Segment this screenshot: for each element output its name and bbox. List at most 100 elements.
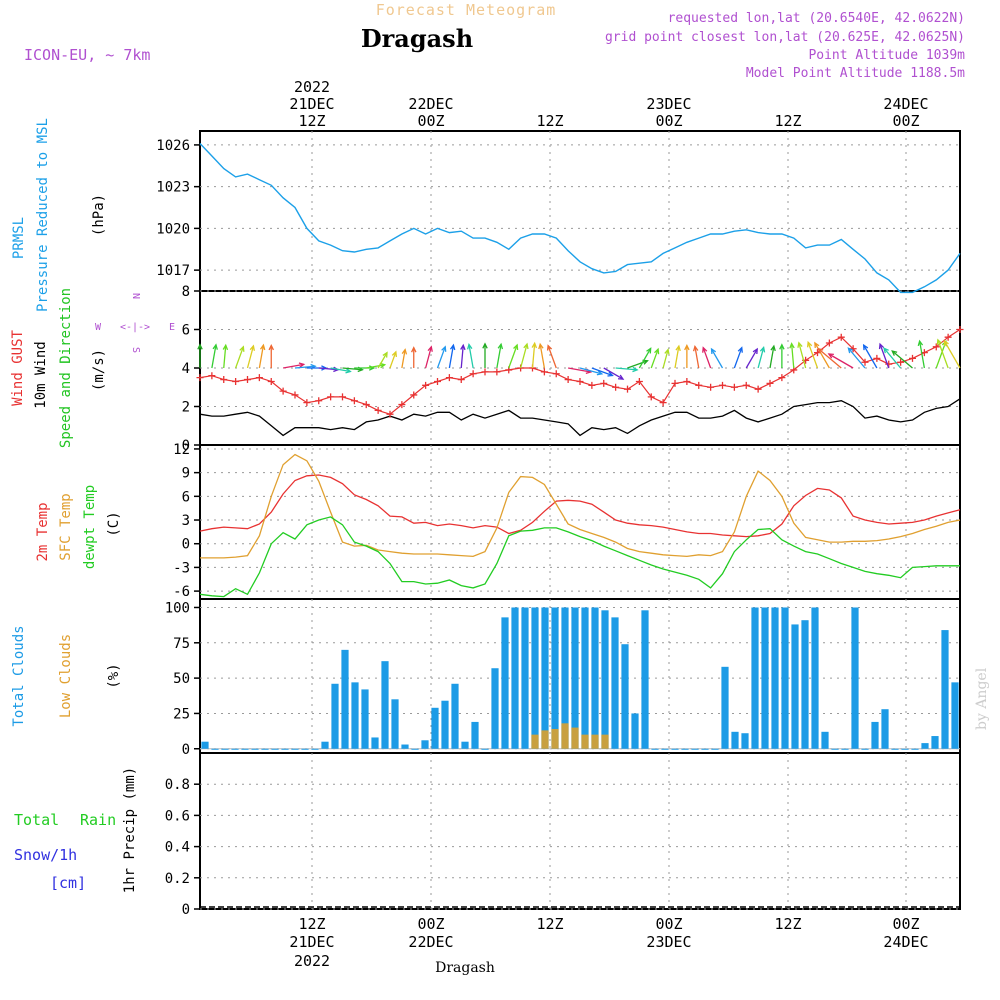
wind-direction-arrowhead [523,342,529,350]
y-tick-label: -6 [173,584,190,600]
wind-direction-arrowhead [449,343,456,351]
wind-direction-arrow [547,345,557,369]
y-tick-label: 12 [173,442,190,458]
wind-direction-arrow [694,346,700,369]
label-ms: (m/s) [91,349,107,391]
wind-direction-arrow [366,364,385,369]
low-cloud-bar [581,734,589,749]
wind-direction-arrow [508,344,518,369]
total-cloud-bar [391,699,399,749]
wind-gust-marker [944,333,952,341]
wind-direction-arrow [246,345,255,369]
bottom-label-line2: 21DEC [289,933,334,951]
top-label-line1: 2022 [294,78,330,96]
low-cloud-bar [571,727,579,749]
top-label-line2: 21DEC [289,95,334,113]
wind-direction-arrowhead [617,374,625,380]
total-cloud-bar [501,617,509,749]
wind-gust-marker [754,385,762,393]
top-label-line2: 22DEC [408,95,453,113]
wind-direction-arrow [702,347,712,369]
wind-direction-arrow [603,367,624,380]
low-cloud-bar [551,728,559,749]
total-cloud-bar [261,748,269,750]
wind-gust-marker [707,383,715,391]
total-cloud-bar [641,610,649,749]
label-wind-gust: Wind GUST [10,330,26,406]
wind-direction-arrowhead [391,350,398,357]
total-cloud-bar [951,682,959,749]
wind-direction-arrowhead [531,341,538,349]
wind-direction-arrow [460,345,464,369]
header-location: Dragash [361,24,473,53]
wind-direction-arrow [448,345,455,369]
temp-dewpt-line [199,516,960,598]
wind-gust-marker [398,401,406,409]
wind-direction-arrowhead [513,343,519,351]
wind-direction-arrow [568,367,591,373]
total-cloud-bar [691,748,699,750]
wind-direction-arrowhead [675,344,681,352]
wind-gust-marker [719,381,726,389]
top-time-label: 12Z [774,112,801,130]
y-tick-label: 0 [182,742,190,758]
total-cloud-bar [931,736,939,749]
low-cloud-bar [541,730,549,749]
wind-gust-line [199,328,961,415]
wind-direction-arrowhead [917,339,924,347]
wind-direction-arrowhead [878,342,885,350]
wind-direction-arrow [579,367,602,375]
total-cloud-bar [891,748,899,750]
wind-direction-arrowhead [936,338,942,345]
low-cloud-bar [561,723,569,749]
wind-gust-marker [232,377,240,385]
wind-direction-arrow [638,348,652,369]
header-point-alt: Point Altitude 1039m [808,48,965,63]
total-cloud-bar [271,748,279,750]
top-label-line3: 12Z [536,112,563,130]
wind-direction-arrow [798,342,807,369]
wind-gust-marker [422,381,430,389]
label-dewpt-temp: dewpt Temp [82,485,98,569]
y-tick-label: 50 [173,671,190,687]
y-tick-label: -3 [173,560,190,576]
wind-direction-arrowhead [943,339,949,347]
total-cloud-bar [531,607,539,749]
panel-frame [199,752,961,910]
wind-gust-marker [600,379,608,387]
wind-direction-arrowhead [427,345,433,352]
credit: by Angel [974,667,990,730]
total-cloud-bar [521,607,529,749]
wind-gust-marker [493,368,501,376]
total-cloud-bar [631,713,639,749]
wind-direction-arrowhead [632,366,639,373]
wind-gust-marker [730,383,738,391]
wind-direction-arrowhead [212,343,218,350]
wind-gust-marker [778,374,786,382]
wind-gust-marker [291,391,299,399]
top-label-line3: 00Z [417,112,444,130]
label-snow: Snow/1h [14,846,77,864]
wind-gust-marker [861,358,869,366]
wind-direction-arrow [790,343,795,369]
wind-direction-arrow [519,343,528,369]
top-label-line3: 00Z [655,112,682,130]
total-cloud-bar [681,748,689,750]
header-model-alt: Model Point Altitude 1188.5m [746,66,965,81]
total-cloud-bar [881,709,889,749]
wind-direction-arrow [879,343,890,369]
wind-speed-line [199,398,961,437]
wind-direction-arrow [662,349,669,369]
y-tick-label: 0.2 [165,871,190,887]
y-tick-label: 75 [173,636,190,652]
y-tick-label: 1023 [156,180,190,196]
wind-direction-arrow [468,344,474,369]
panel4-labels: Total Clouds Low Clouds (%) [11,625,122,726]
wind-direction-arrow [814,342,830,369]
total-cloud-bar [401,744,409,749]
wind-gust-marker [267,377,275,385]
wind-gust-marker [339,393,346,401]
wind-direction-arrow [710,348,724,369]
wind-direction-arrowhead [806,340,813,348]
